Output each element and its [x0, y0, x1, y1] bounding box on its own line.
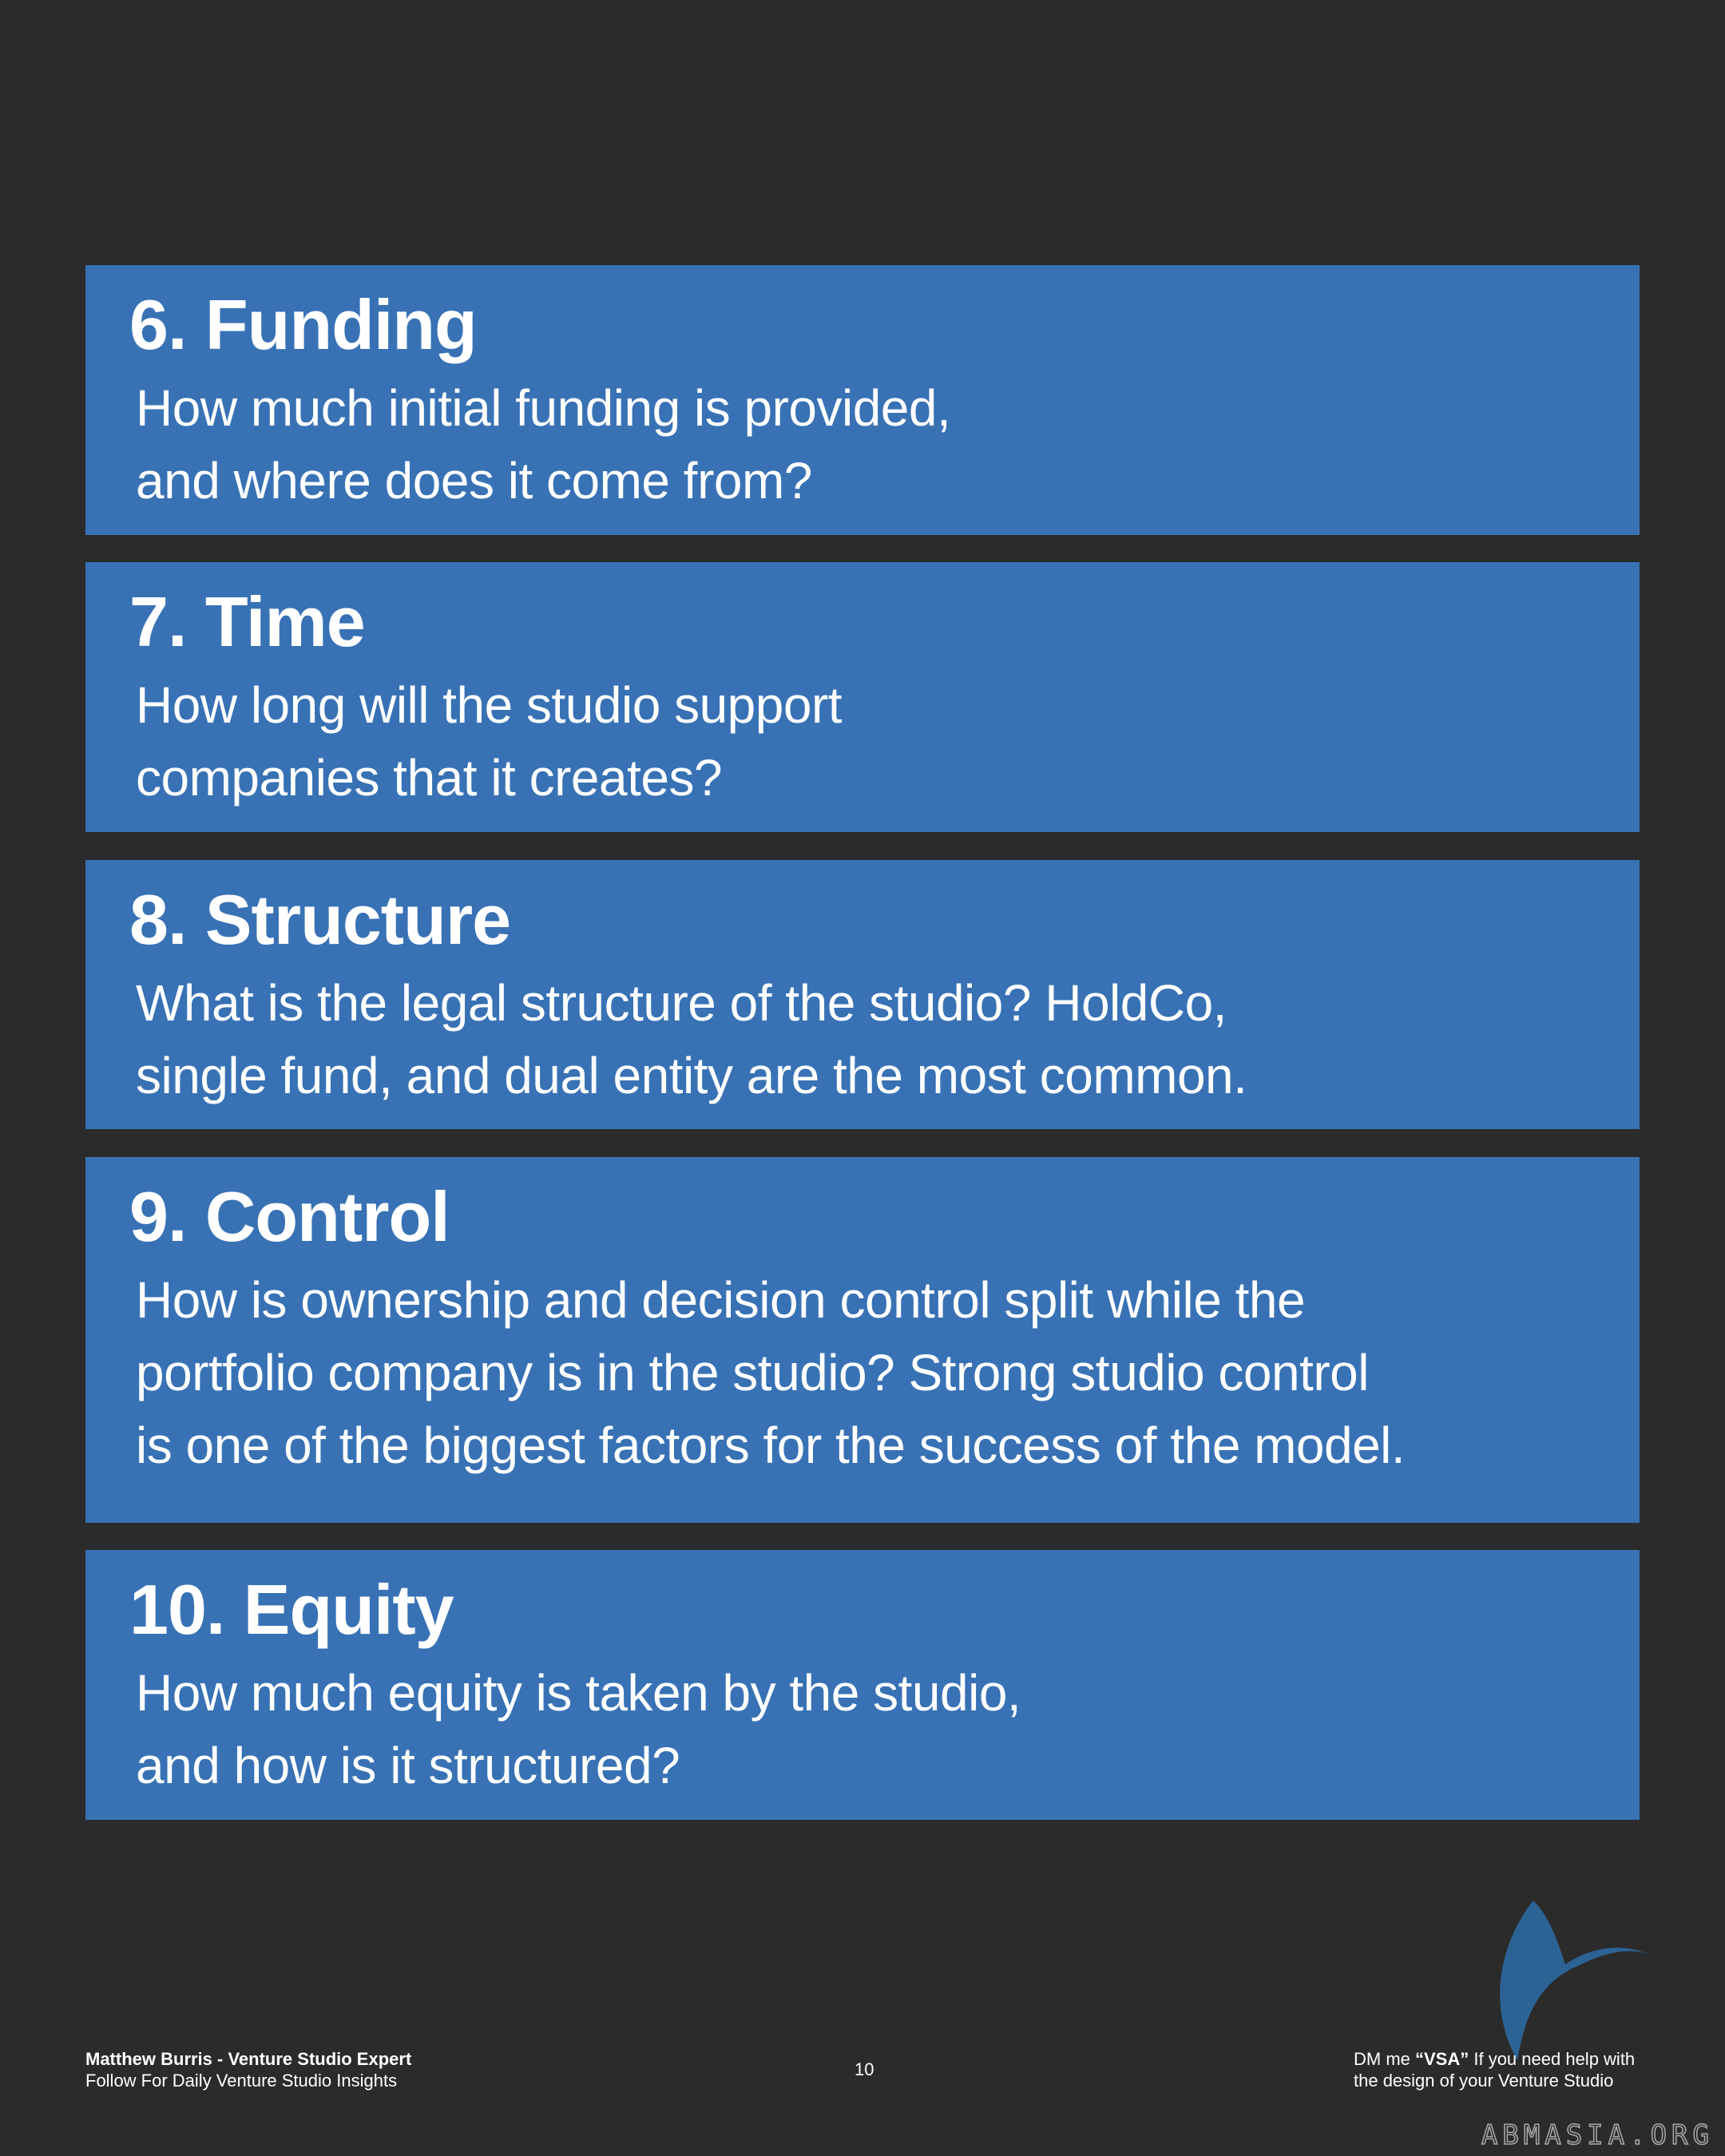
watermark: ABMASIA.ORG [1481, 2118, 1714, 2152]
body-line: How long will the studio support [136, 676, 843, 734]
card: 7. Time How long will the studio support c… [85, 562, 1640, 832]
body-line: portfolio company is in the studio? Stro… [136, 1344, 1369, 1401]
cta-text: DM me [1354, 2049, 1415, 2069]
card-title: 7. Time [129, 582, 366, 661]
body-line: is one of the biggest factors for the su… [136, 1417, 1406, 1474]
body-line: companies that it creates? [136, 749, 723, 807]
cta-keyword: “VSA” [1415, 2049, 1469, 2069]
card: 10. Equity How much equity is taken by th… [85, 1550, 1640, 1820]
card-body: How is ownership and decision control sp… [136, 1264, 1640, 1482]
logo [1500, 1900, 1653, 2060]
card-title: 10. Equity [129, 1570, 454, 1649]
footer-left: Matthew Burris - Venture Studio Expert F… [85, 2048, 411, 2091]
author: Matthew Burris - Venture Studio Expert [85, 2049, 412, 2069]
body-line: and where does it come from? [136, 452, 812, 509]
body-line: How much initial funding is provided, [136, 379, 951, 437]
card-body: How much initial funding is provided, and… [136, 372, 1640, 517]
card-title: 6. Funding [129, 285, 478, 364]
card-body: How much equity is taken by the studio, a… [136, 1657, 1640, 1802]
card-body: How long will the studio support companie… [136, 669, 1640, 814]
cta-text: the design of your Venture Studio [1354, 2071, 1614, 2091]
cta-text: If you need help with [1469, 2049, 1636, 2069]
card: 6. Funding How much initial funding is pr… [85, 265, 1640, 535]
body-line: How is ownership and decision control sp… [136, 1271, 1306, 1329]
footer-right: DM me “VSA” If you need help with the de… [1354, 2048, 1635, 2091]
body-line: How much equity is taken by the studio, [136, 1664, 1021, 1722]
page-number: 10 [855, 2059, 874, 2079]
tagline: Follow For Daily Venture Studio Insights [85, 2071, 398, 2091]
card-title: 9. Control [129, 1177, 450, 1256]
card-body: What is the legal structure of the studi… [136, 967, 1640, 1112]
body-line: What is the legal structure of the studi… [136, 974, 1227, 1032]
card: 9. Control How is ownership and decision … [85, 1157, 1640, 1523]
card-title: 8. Structure [129, 880, 511, 959]
body-line: single fund, and dual entity are the mos… [136, 1047, 1247, 1104]
card: 8. Structure What is the legal structure … [85, 860, 1640, 1129]
body-line: and how is it structured? [136, 1737, 680, 1794]
